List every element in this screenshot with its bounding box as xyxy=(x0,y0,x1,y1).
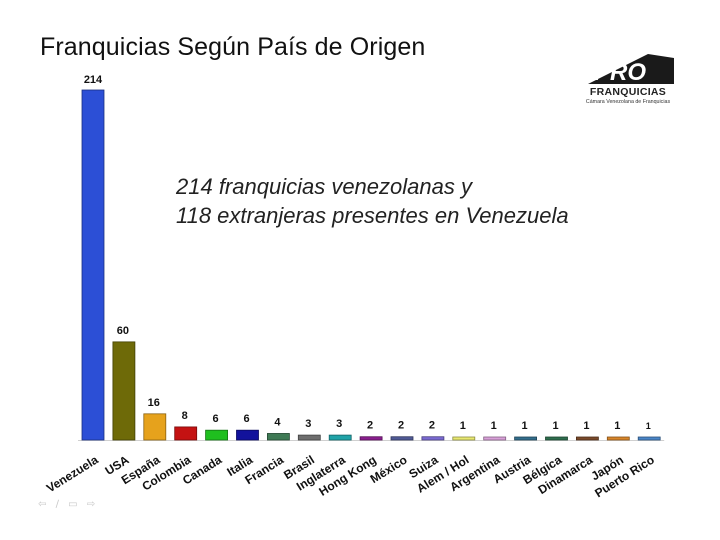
bar-usa xyxy=(112,341,136,441)
value-label: 6 xyxy=(243,413,249,425)
bar-jap-n xyxy=(606,436,630,441)
bar-b-lgica xyxy=(545,436,568,441)
logo-mark: PRO xyxy=(594,59,646,86)
value-label: 1 xyxy=(646,421,651,431)
bar-brasil xyxy=(297,434,321,441)
bar-italia xyxy=(236,429,259,441)
bar-argentina xyxy=(483,436,507,441)
value-label: 3 xyxy=(305,418,311,430)
chart-annotation: 214 franquicias venezolanas y 118 extran… xyxy=(176,172,569,230)
annotation-line-1: 214 franquicias venezolanas y xyxy=(176,174,472,199)
bar-m-xico xyxy=(390,436,414,441)
value-labels-group: 214 60 16 8 6 6 4 3 3 2 2 2 1 1 1 1 1 1 1 xyxy=(84,74,651,432)
value-label: 1 xyxy=(460,420,466,432)
prev-slide-icon[interactable]: ⇦ xyxy=(38,499,50,510)
bar-hong-kong xyxy=(359,436,383,441)
value-label: 1 xyxy=(583,420,589,432)
bar-austria xyxy=(514,436,537,441)
logo-subtitle: Cámara Venezolana de Franquicias xyxy=(585,99,671,105)
menu-icon[interactable]: ▭ xyxy=(68,499,81,510)
bar-puerto-rico xyxy=(637,436,661,441)
value-label: 16 xyxy=(148,397,160,409)
value-label: 1 xyxy=(552,420,558,432)
value-label: 214 xyxy=(84,74,103,86)
value-label: 2 xyxy=(429,420,435,432)
bar-canada xyxy=(205,429,229,441)
value-label: 8 xyxy=(182,410,188,422)
bars-group xyxy=(78,89,665,441)
value-label: 2 xyxy=(367,420,373,432)
pen-icon[interactable]: ∕ xyxy=(55,499,62,510)
value-label: 3 xyxy=(336,418,342,430)
bar-alem-hol xyxy=(452,436,476,441)
logo-name: FRANQUICIAS xyxy=(589,86,667,98)
value-label: 60 xyxy=(117,325,129,337)
bar-venezuela xyxy=(81,89,105,441)
bar-inglaterra xyxy=(328,434,352,441)
slide-title: Franquicias Según País de Origen xyxy=(40,33,426,61)
value-label: 2 xyxy=(398,420,404,432)
bar-suiza xyxy=(421,436,445,441)
bar-dinamarca xyxy=(576,436,599,441)
value-label: 1 xyxy=(522,420,528,432)
category-label: Venezuela xyxy=(44,452,101,495)
value-label: 6 xyxy=(213,413,219,425)
pro-franquicias-logo: PRO FRANQUICIAS Cámara Venezolana de Fra… xyxy=(578,48,678,110)
slide-nav: ⇦ ∕ ▭ ⇨ xyxy=(38,499,98,510)
value-label: 4 xyxy=(274,416,281,428)
value-label: 1 xyxy=(614,420,620,432)
value-label: 1 xyxy=(491,420,497,432)
bar-francia xyxy=(266,433,290,441)
annotation-line-2: 118 extranjeras presentes en Venezuela xyxy=(176,203,569,228)
bar-espa-a xyxy=(143,413,167,441)
next-slide-icon[interactable]: ⇨ xyxy=(86,499,99,510)
bar-colombia xyxy=(174,426,198,441)
